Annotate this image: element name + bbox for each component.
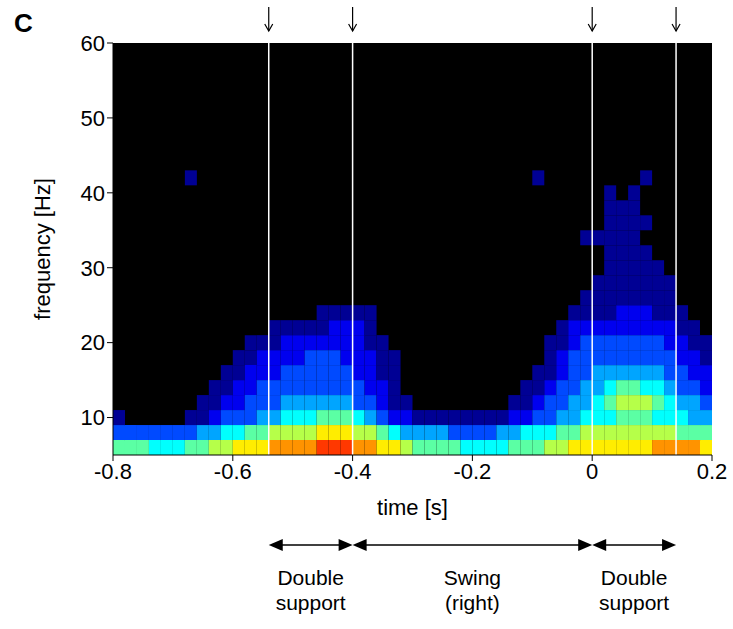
svg-text:60: 60 bbox=[81, 31, 105, 56]
svg-text:Double: Double bbox=[601, 566, 668, 589]
svg-text:20: 20 bbox=[81, 330, 105, 355]
svg-text:(right): (right) bbox=[445, 591, 500, 614]
svg-text:Double: Double bbox=[277, 566, 344, 589]
svg-text:frequency [Hz]: frequency [Hz] bbox=[30, 178, 55, 320]
svg-text:time [s]: time [s] bbox=[377, 495, 448, 520]
svg-text:-0.8: -0.8 bbox=[94, 459, 132, 484]
svg-text:-0.4: -0.4 bbox=[334, 459, 372, 484]
svg-text:0.2: 0.2 bbox=[697, 459, 728, 484]
svg-text:40: 40 bbox=[81, 181, 105, 206]
svg-text:0: 0 bbox=[586, 459, 598, 484]
svg-text:50: 50 bbox=[81, 106, 105, 131]
svg-text:support: support bbox=[599, 591, 669, 614]
svg-text:30: 30 bbox=[81, 256, 105, 281]
svg-text:Swing: Swing bbox=[444, 566, 501, 589]
svg-text:-0.2: -0.2 bbox=[453, 459, 491, 484]
svg-text:10: 10 bbox=[81, 405, 105, 430]
html-text:C: C bbox=[14, 8, 33, 38]
svg-text:-0.6: -0.6 bbox=[214, 459, 252, 484]
svg-text:support: support bbox=[276, 591, 346, 614]
